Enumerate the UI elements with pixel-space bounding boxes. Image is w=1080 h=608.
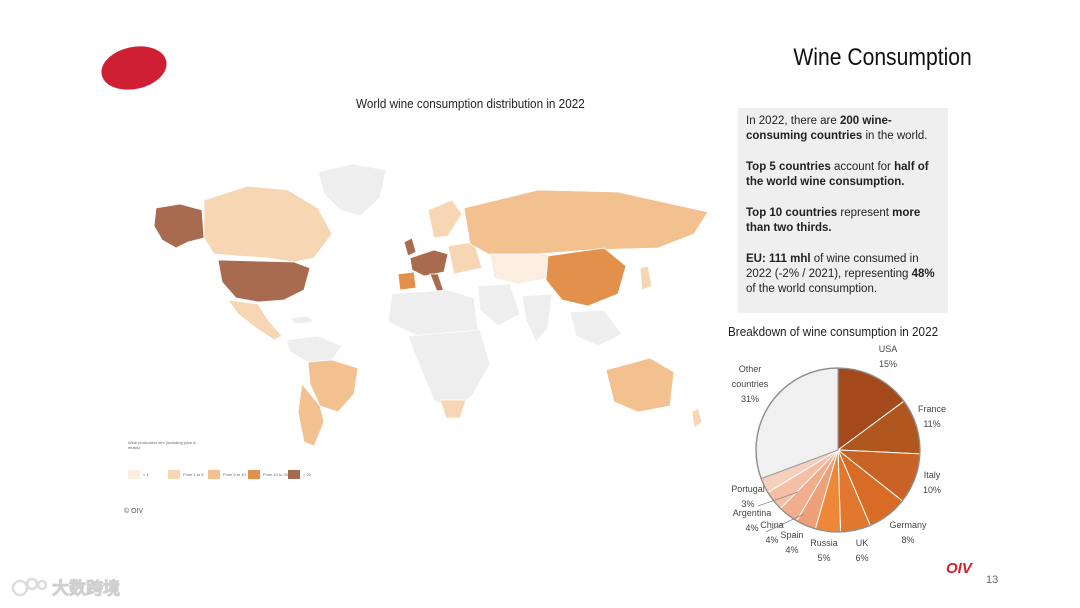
india [521, 293, 553, 343]
canada [203, 185, 333, 263]
world-map [153, 163, 709, 447]
central-asia [489, 253, 551, 285]
legend-item: From 1 to 5 [168, 470, 208, 479]
legend-swatch [168, 470, 180, 479]
southeast-asia [569, 309, 623, 347]
mexico [227, 299, 283, 341]
eastern-europe [447, 241, 483, 275]
pie-chart-title: Breakdown of wine consumption in 2022 [728, 324, 939, 339]
australia [605, 357, 675, 413]
pie-label-china: China 4% [760, 520, 784, 545]
map-legend: Wine production mhl (including juice & m… [128, 440, 328, 490]
watermark-text: 大数跨境 [52, 578, 120, 599]
info-paragraph: In 2022, there are 200 wine-consuming co… [746, 115, 928, 142]
pie-chart: USA 15% France 11% Italy 10% Germany 8% UK 6% Russ… [731, 344, 946, 563]
watermark-logo-icon [11, 577, 48, 597]
south-america-north [285, 335, 343, 363]
pie-label-france: France 11% [918, 404, 946, 429]
pie-label-usa: USA 15% [879, 344, 898, 369]
legend-label: < 1 [143, 472, 149, 477]
alaska [153, 203, 205, 249]
pie-label-argentina: Argentina 4% [733, 508, 772, 533]
page-number: 13 [986, 574, 999, 586]
china [545, 247, 627, 307]
oiv-brand-logo: OIV [946, 560, 972, 577]
south-africa [439, 399, 467, 419]
legend-swatch [128, 470, 140, 479]
legend-label: > 20 [303, 472, 311, 477]
info-box: In 2022, there are 200 wine-consuming co… [738, 108, 948, 313]
japan [639, 265, 653, 291]
uk [403, 237, 417, 257]
france-germany [409, 249, 449, 277]
info-paragraph: EU: 111 mhl of wine consumed in 2022 (-2… [746, 253, 935, 295]
legend-item: < 1 [128, 470, 168, 479]
pie-outline [755, 367, 921, 533]
middle-east [477, 283, 521, 327]
south-america-south [297, 383, 325, 447]
new-zealand [691, 407, 703, 429]
scandinavia [427, 199, 463, 239]
info-paragraph: Top 5 countries account for half of the … [746, 161, 929, 188]
legend-item: From 10 to 20 [248, 470, 288, 479]
legend-label: From 5 to 10 [223, 472, 246, 477]
info-paragraph: Top 10 countries represent more than two… [746, 207, 921, 234]
legend-item: From 5 to 10 [208, 470, 248, 479]
legend-label: From 1 to 5 [183, 472, 204, 477]
pie-label-italy: Italy 10% [923, 470, 941, 495]
usa [217, 259, 311, 303]
legend-label: From 10 to 20 [263, 472, 288, 477]
map-land [153, 163, 709, 447]
copyright-notice: © OIV [124, 508, 144, 515]
caribbean [289, 315, 315, 325]
slide-title: Wine Consumption [793, 44, 972, 71]
legend-title: Wine production mhl (including juice & m… [128, 440, 196, 450]
pie-label-russia: Russia 5% [810, 538, 838, 563]
watermark: 大数跨境 [11, 577, 120, 599]
brazil [307, 359, 359, 413]
oiv-logo-icon [101, 46, 167, 90]
legend-swatch [208, 470, 220, 479]
iberia [397, 271, 417, 291]
legend-swatch [288, 470, 300, 479]
map-title: World wine consumption distribution in 2… [356, 96, 585, 111]
legend-item: > 20 [288, 470, 328, 479]
pie-label-germany: Germany 8% [889, 520, 927, 545]
russia [463, 189, 709, 257]
pie-label-portugal: Portugal 3% [731, 484, 765, 509]
pie-label-uk: UK 6% [855, 538, 868, 563]
greenland [317, 163, 387, 217]
pie-leader-line [765, 513, 805, 533]
pie-leader-line [757, 491, 799, 507]
legend-swatch [248, 470, 260, 479]
north-africa [387, 289, 479, 337]
pie-label-other-countries: Other countries 31% [732, 364, 769, 404]
pie-label-spain: Spain 4% [780, 530, 803, 555]
